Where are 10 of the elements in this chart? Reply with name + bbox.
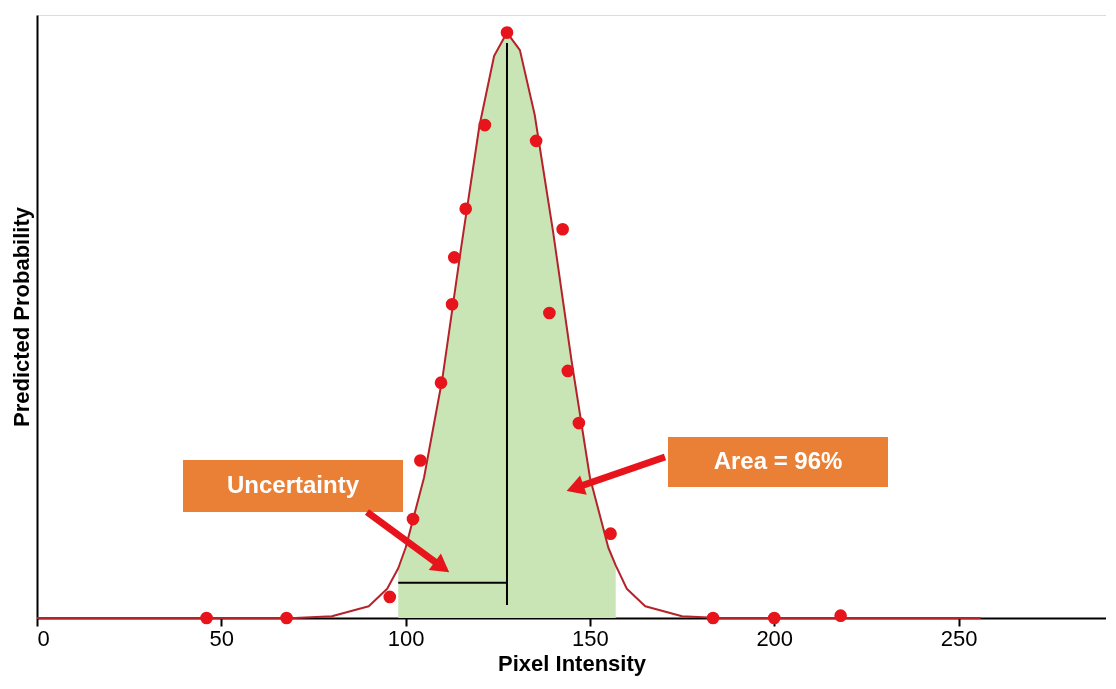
x-axis-title: Pixel Intensity <box>498 650 647 676</box>
x-tick-label: 200 <box>756 625 794 651</box>
annotation: Area = 96% <box>713 447 843 474</box>
y-axis-title: Predicted Probability <box>8 206 34 428</box>
x-tick-label: 250 <box>940 625 978 651</box>
annotation: Uncertainty <box>226 471 360 498</box>
x-tick-label: 50 <box>209 625 235 651</box>
x-tick-label: 150 <box>572 625 609 651</box>
x-tick-label: 100 <box>387 625 425 651</box>
x-tick-label: 0 <box>37 625 50 651</box>
